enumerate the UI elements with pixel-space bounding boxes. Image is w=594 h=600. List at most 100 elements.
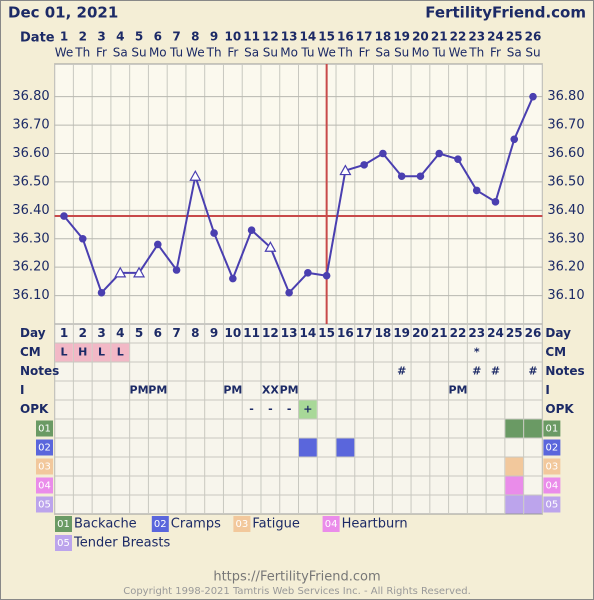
cell-text: L <box>98 346 105 359</box>
row-label: I <box>20 383 24 397</box>
weekday: Mo <box>149 46 167 60</box>
weekday: Th <box>74 46 90 60</box>
day-number: 9 <box>210 326 218 340</box>
date-number: 26 <box>525 30 542 44</box>
weekday: Th <box>337 46 353 60</box>
weekday: Sa <box>244 46 259 60</box>
day-number: 26 <box>525 326 542 340</box>
cell-text: L <box>60 346 67 359</box>
symptom-code-right: 01 <box>546 424 559 435</box>
symptom-cell <box>524 495 542 514</box>
legend-box <box>233 516 251 532</box>
legend-code: 01 <box>57 519 70 530</box>
cell-fill <box>73 343 92 362</box>
y-tick-label-right: 36.80 <box>547 89 584 104</box>
date-number: 18 <box>375 30 392 44</box>
temperature-point <box>454 155 462 163</box>
cell-text: + <box>303 403 312 416</box>
row-label: Day <box>20 326 46 340</box>
day-number: 23 <box>468 326 485 340</box>
date-number: 2 <box>79 30 87 44</box>
day-number: 1 <box>60 326 68 340</box>
date-number: 5 <box>135 30 143 44</box>
date-number: 17 <box>356 30 373 44</box>
legend-code: 03 <box>236 519 249 530</box>
legend-box <box>55 516 72 532</box>
temperature-point <box>322 271 331 280</box>
symptom-code-box <box>36 458 53 475</box>
symptom-cell <box>505 476 524 495</box>
temperature-point <box>78 234 87 243</box>
y-tick-label-right: 36.70 <box>547 118 584 133</box>
legend-label: Tender Breasts <box>73 536 171 551</box>
symptom-code: 05 <box>38 500 51 511</box>
y-tick-label-right: 36.10 <box>547 288 584 303</box>
day-number: 3 <box>97 326 105 340</box>
temperature-point <box>154 240 162 249</box>
cell-text: - <box>268 403 273 416</box>
row-label-right: OPK <box>545 402 574 416</box>
legend-label: Heartburn <box>342 517 408 532</box>
temperature-point <box>97 288 106 297</box>
cell-text: PM <box>448 384 467 397</box>
row-label: Notes <box>20 364 59 378</box>
cell-text: PM <box>280 384 299 397</box>
weekday: Th <box>206 46 222 60</box>
row-label-right: Day <box>545 326 571 340</box>
temperature-point <box>510 135 519 144</box>
temperature-point <box>360 161 368 169</box>
date-number: 15 <box>318 30 335 44</box>
symptom-code: 02 <box>38 443 51 454</box>
day-number: 18 <box>375 326 392 340</box>
day-number: 12 <box>262 326 279 340</box>
date-number: 9 <box>210 30 218 44</box>
date-number: 19 <box>393 30 410 44</box>
legend-box <box>151 516 169 532</box>
date-number: 21 <box>431 30 448 44</box>
chart-title: Dec 01, 2021 <box>8 4 118 22</box>
date-number: 20 <box>412 30 429 44</box>
y-tick-label-right: 36.40 <box>547 203 584 218</box>
footer-url: https://FertilityFriend.com <box>213 570 380 585</box>
legend-box <box>322 516 340 532</box>
y-tick-label: 36.10 <box>12 288 49 303</box>
symptom-cell <box>524 419 542 438</box>
day-number: 21 <box>431 326 448 340</box>
day-number: 24 <box>487 326 504 340</box>
day-number: 11 <box>243 326 260 340</box>
day-number: 19 <box>393 326 410 340</box>
y-tick-label-right: 36.50 <box>547 174 584 189</box>
symptom-code: 04 <box>38 481 51 492</box>
day-number: 20 <box>412 326 429 340</box>
cell-fill <box>111 343 130 362</box>
weekday: We <box>55 46 74 60</box>
temperature-point <box>247 226 256 235</box>
date-number: 6 <box>154 30 162 44</box>
symptom-code-right-box <box>543 458 561 475</box>
cell-text: # <box>528 365 537 378</box>
symptom-code-right-box <box>543 477 561 494</box>
cell-fill <box>299 400 317 419</box>
date-number: 14 <box>300 30 317 44</box>
cell-fill <box>55 343 73 362</box>
day-number: 15 <box>318 326 335 340</box>
date-number: 22 <box>450 30 467 44</box>
temperature-point <box>189 170 202 181</box>
date-number: 3 <box>97 30 105 44</box>
legend-label: Backache <box>74 517 137 532</box>
day-number: 6 <box>154 326 162 340</box>
day-number: 8 <box>191 326 199 340</box>
symptom-code-box <box>36 439 53 456</box>
weekday: Sa <box>375 46 390 60</box>
weekday: Su <box>525 46 540 60</box>
date-number: 10 <box>224 30 241 44</box>
cell-text: PM <box>130 384 149 397</box>
temperature-point <box>379 149 387 158</box>
date-number: 11 <box>243 30 260 44</box>
legend-code: 02 <box>154 519 167 530</box>
weekday: Sa <box>113 46 128 60</box>
symptom-code-right: 04 <box>546 481 559 492</box>
day-number: 5 <box>135 326 143 340</box>
cell-text: * <box>474 346 480 359</box>
weekday: Tu <box>169 46 183 60</box>
